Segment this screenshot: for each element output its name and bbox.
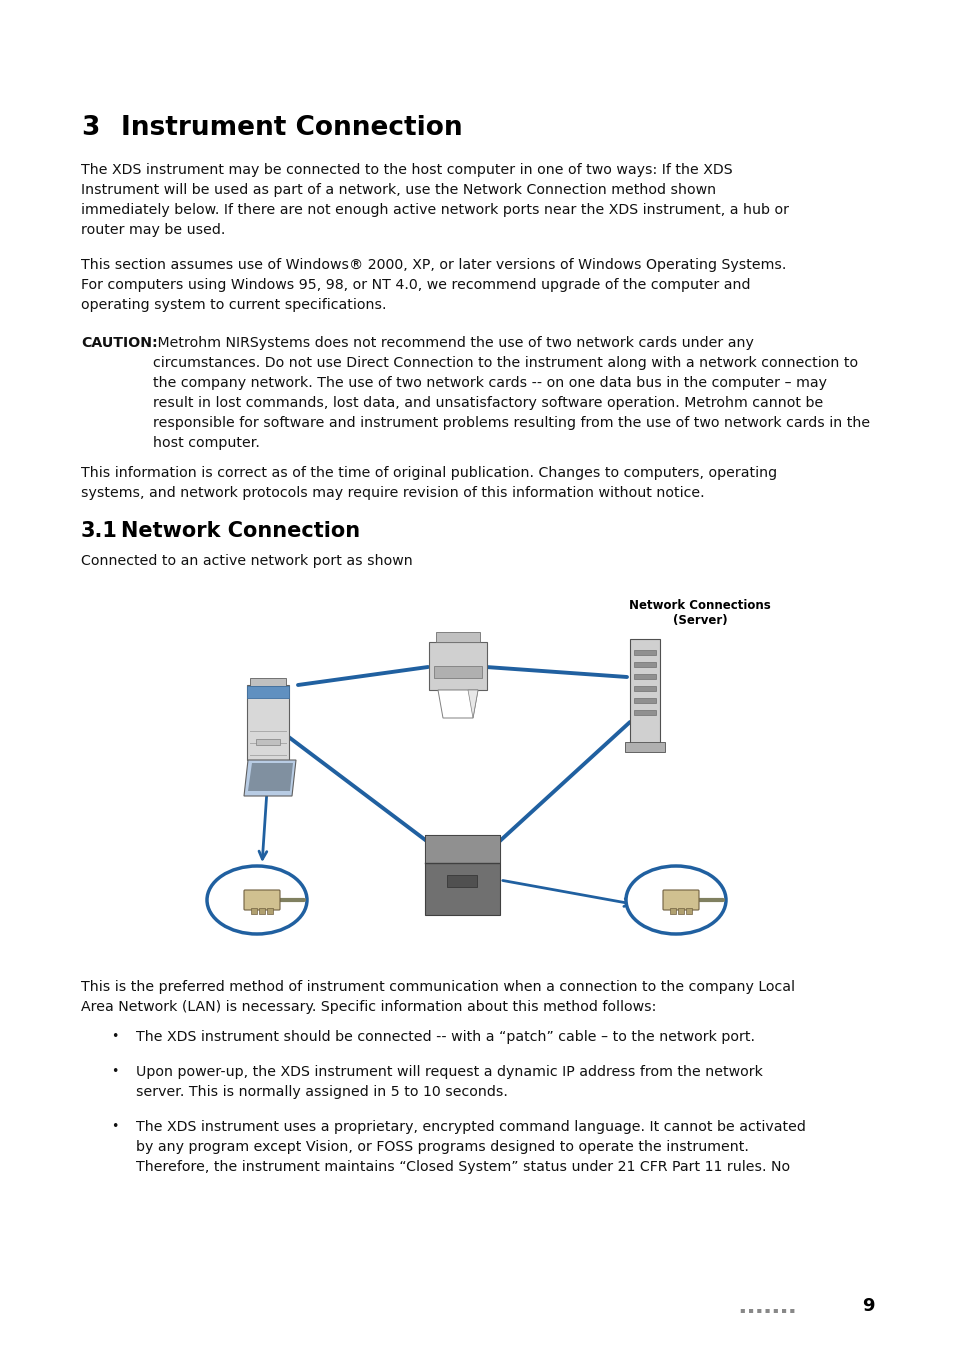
Polygon shape xyxy=(248,763,293,791)
Text: 9: 9 xyxy=(862,1297,874,1315)
FancyBboxPatch shape xyxy=(424,836,499,863)
Text: This is the preferred method of instrument communication when a connection to th: This is the preferred method of instrume… xyxy=(81,980,794,1014)
FancyBboxPatch shape xyxy=(669,909,676,914)
Text: ▪ ▪ ▪ ▪ ▪ ▪ ▪: ▪ ▪ ▪ ▪ ▪ ▪ ▪ xyxy=(740,1305,794,1315)
FancyBboxPatch shape xyxy=(255,738,280,745)
FancyBboxPatch shape xyxy=(258,909,265,914)
FancyBboxPatch shape xyxy=(267,909,273,914)
FancyBboxPatch shape xyxy=(662,890,699,910)
Text: Connected to an active network port as shown: Connected to an active network port as s… xyxy=(81,554,413,568)
Text: •: • xyxy=(111,1065,118,1079)
FancyBboxPatch shape xyxy=(624,743,664,752)
Text: Upon power-up, the XDS instrument will request a dynamic IP address from the net: Upon power-up, the XDS instrument will r… xyxy=(136,1065,762,1099)
FancyBboxPatch shape xyxy=(629,639,659,744)
Text: Network Connection: Network Connection xyxy=(121,521,359,541)
Polygon shape xyxy=(437,690,477,718)
FancyBboxPatch shape xyxy=(247,686,289,698)
FancyBboxPatch shape xyxy=(634,698,656,703)
Text: This section assumes use of Windows® 2000, XP, or later versions of Windows Oper: This section assumes use of Windows® 200… xyxy=(81,258,785,312)
FancyBboxPatch shape xyxy=(634,674,656,679)
FancyBboxPatch shape xyxy=(436,632,479,643)
FancyBboxPatch shape xyxy=(250,678,286,686)
FancyBboxPatch shape xyxy=(244,890,280,910)
Text: The XDS instrument may be connected to the host computer in one of two ways: If : The XDS instrument may be connected to t… xyxy=(81,163,788,238)
Text: The XDS instrument should be connected -- with a “patch” cable – to the network : The XDS instrument should be connected -… xyxy=(136,1030,754,1044)
FancyBboxPatch shape xyxy=(447,875,476,887)
FancyBboxPatch shape xyxy=(424,836,499,915)
Text: 3.1: 3.1 xyxy=(81,521,118,541)
Text: This information is correct as of the time of original publication. Changes to c: This information is correct as of the ti… xyxy=(81,466,777,500)
FancyBboxPatch shape xyxy=(634,710,656,716)
FancyBboxPatch shape xyxy=(685,909,691,914)
FancyBboxPatch shape xyxy=(434,666,481,678)
Text: CAUTION:: CAUTION: xyxy=(81,336,157,350)
FancyBboxPatch shape xyxy=(429,643,486,690)
Text: Network Connections
(Server): Network Connections (Server) xyxy=(628,599,770,626)
Text: 3: 3 xyxy=(81,115,99,140)
Ellipse shape xyxy=(207,865,307,934)
FancyBboxPatch shape xyxy=(678,909,683,914)
Text: •: • xyxy=(111,1120,118,1133)
FancyBboxPatch shape xyxy=(634,649,656,655)
FancyBboxPatch shape xyxy=(634,686,656,691)
Polygon shape xyxy=(244,760,295,796)
Text: Instrument Connection: Instrument Connection xyxy=(121,115,462,140)
Ellipse shape xyxy=(625,865,725,934)
Text: Metrohm NIRSystems does not recommend the use of two network cards under any
cir: Metrohm NIRSystems does not recommend th… xyxy=(152,336,869,451)
FancyBboxPatch shape xyxy=(634,662,656,667)
Text: •: • xyxy=(111,1030,118,1044)
Polygon shape xyxy=(468,690,477,718)
FancyBboxPatch shape xyxy=(247,684,289,760)
Text: The XDS instrument uses a proprietary, encrypted command language. It cannot be : The XDS instrument uses a proprietary, e… xyxy=(136,1120,805,1174)
FancyBboxPatch shape xyxy=(251,909,256,914)
